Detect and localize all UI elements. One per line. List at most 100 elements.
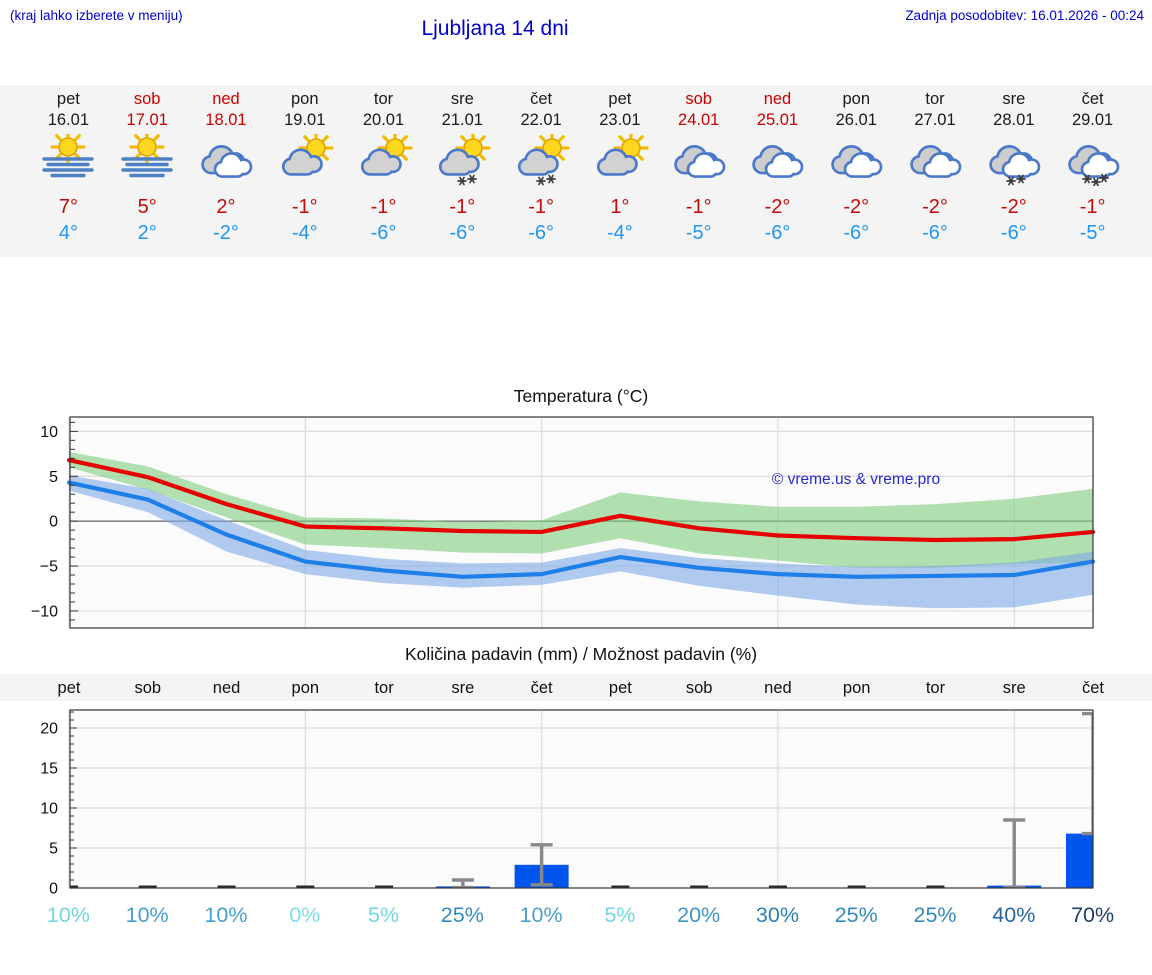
high-temp: -2° <box>1000 196 1027 218</box>
low-temp: -4° <box>291 222 318 244</box>
low-temp: 4° <box>58 222 78 244</box>
forecast-days: pet 16.01 7° 4° sob 17.01 5° 2° ned 18.01 2° -2° pon… <box>29 89 1132 246</box>
forecast-day: čet 22.01 -1° -6° <box>502 89 581 246</box>
temperature-chart: Temperatura (°C) © vreme.us & vreme.pro −1… <box>31 386 1096 629</box>
cloudy-snow-icon <box>984 134 1044 186</box>
day-name: čet <box>1081 90 1104 108</box>
high-temp: -2° <box>843 196 870 218</box>
low-temp: -6° <box>843 222 870 244</box>
low-temp: -6° <box>370 222 397 244</box>
day-name: sob <box>133 90 161 108</box>
precip-probability: 5% <box>604 903 636 927</box>
day-date: 28.01 <box>993 111 1035 129</box>
cloud-sun-icon <box>354 134 414 186</box>
precip-probability: 20% <box>677 903 721 927</box>
precip-y-tick: 15 <box>40 761 58 778</box>
temp-chart-title: Temperatura (°C) <box>514 386 648 406</box>
precip-probability: 10% <box>46 903 90 927</box>
forecast-day: pon 26.01 -2° -6° <box>817 89 896 246</box>
precip-day-label: sob <box>134 679 161 697</box>
day-name: pon <box>290 90 319 108</box>
day-date: 24.01 <box>678 111 720 129</box>
forecast-day: tor 27.01 -2° -6° <box>896 89 975 246</box>
precip-bar <box>1066 833 1093 888</box>
location-menu-hint: (kraj lahko izberete v meniju) <box>10 8 183 23</box>
low-temp: -5° <box>685 222 712 244</box>
cloud-sun-icon <box>275 134 335 186</box>
precip-probability: 30% <box>755 903 799 927</box>
forecast-day: sre 28.01 -2° -6° <box>974 89 1053 246</box>
day-name: sre <box>450 90 474 108</box>
day-name: pet <box>56 90 80 108</box>
low-temp: -6° <box>528 222 554 244</box>
precip-day-label: sre <box>451 679 474 697</box>
precip-day-label: ned <box>764 679 792 697</box>
sun-fog-icon <box>38 134 98 186</box>
high-temp: 5° <box>137 196 157 218</box>
sun-fog-icon <box>117 134 177 186</box>
cloud-sun-snow-icon <box>511 134 571 186</box>
day-name: čet <box>530 90 553 108</box>
precip-zero-tick <box>611 885 630 888</box>
precip-zero-tick <box>296 885 315 888</box>
precip-day-label: pet <box>609 679 632 697</box>
low-temp: -6° <box>449 222 476 244</box>
precip-day-label: sre <box>1003 679 1026 697</box>
precip-day-label: pon <box>292 679 320 697</box>
last-update-text: Zadnja posodobitev: 16.01.2026 - 00:24 <box>905 8 1144 23</box>
precip-probability: 70% <box>1071 903 1115 927</box>
cloud-sun-icon <box>590 134 650 186</box>
precip-probability: 10% <box>125 903 169 927</box>
precip-y-tick: 5 <box>49 841 58 858</box>
precip-chart-title: Količina padavin (mm) / Možnost padavin … <box>405 644 757 664</box>
forecast-day: ned 18.01 2° -2° <box>187 89 266 246</box>
precip-zero-tick <box>847 885 866 888</box>
day-date: 18.01 <box>205 111 247 129</box>
forecast-day: sob 24.01 -1° -5° <box>659 89 738 246</box>
forecast-day: tor 20.01 -1° -6° <box>344 89 423 246</box>
precip-zero-tick <box>375 885 394 888</box>
cloudy-icon <box>669 134 729 186</box>
precip-probability: 25% <box>440 903 484 927</box>
day-date: 19.01 <box>284 111 326 129</box>
day-name: tor <box>373 90 394 108</box>
precip-probability: 0% <box>289 903 321 927</box>
min-temp-line <box>66 480 1096 579</box>
day-name: sob <box>685 90 712 108</box>
max-temp-line <box>66 457 1096 543</box>
day-date: 27.01 <box>914 111 956 129</box>
precip-whisker <box>530 843 553 887</box>
low-temp: -6° <box>764 222 791 244</box>
page-title: Ljubljana 14 dni <box>421 17 569 40</box>
precip-probability: 40% <box>992 903 1036 927</box>
cloudy-icon <box>196 134 256 186</box>
temp-y-tick: −5 <box>40 559 58 576</box>
day-name: ned <box>763 90 792 108</box>
precip-y-tick: 20 <box>40 721 58 738</box>
low-temp: -5° <box>1079 222 1106 244</box>
day-date: 20.01 <box>362 111 405 129</box>
precip-zero-tick <box>926 885 945 888</box>
high-temp: -2° <box>764 196 791 218</box>
forecast-day: sob 17.01 5° 2° <box>108 89 187 246</box>
precip-zero-tick <box>70 885 78 888</box>
precip-zero-tick <box>217 885 236 888</box>
precip-zero-tick <box>690 885 709 888</box>
day-date: 16.01 <box>47 111 90 129</box>
cloudy-icon <box>826 134 886 186</box>
high-temp: -1° <box>291 196 318 218</box>
day-date: 22.01 <box>520 111 562 129</box>
low-temp: -6° <box>1000 222 1027 244</box>
precip-y-tick: 10 <box>40 801 58 818</box>
precipitation-chart: Količina padavin (mm) / Možnost padavin … <box>40 644 1104 898</box>
high-temp: -1° <box>1079 196 1106 218</box>
day-name: sre <box>1002 90 1026 108</box>
forecast-day: pon 19.01 -1° -4° <box>265 89 344 246</box>
cloudy-icon <box>747 134 807 186</box>
precip-zero-tick <box>138 885 157 888</box>
temp-y-tick: 5 <box>49 469 58 486</box>
precip-day-label: čet <box>1082 679 1104 697</box>
temp-y-tick: 0 <box>49 514 58 531</box>
precip-day-label: sob <box>686 679 713 697</box>
